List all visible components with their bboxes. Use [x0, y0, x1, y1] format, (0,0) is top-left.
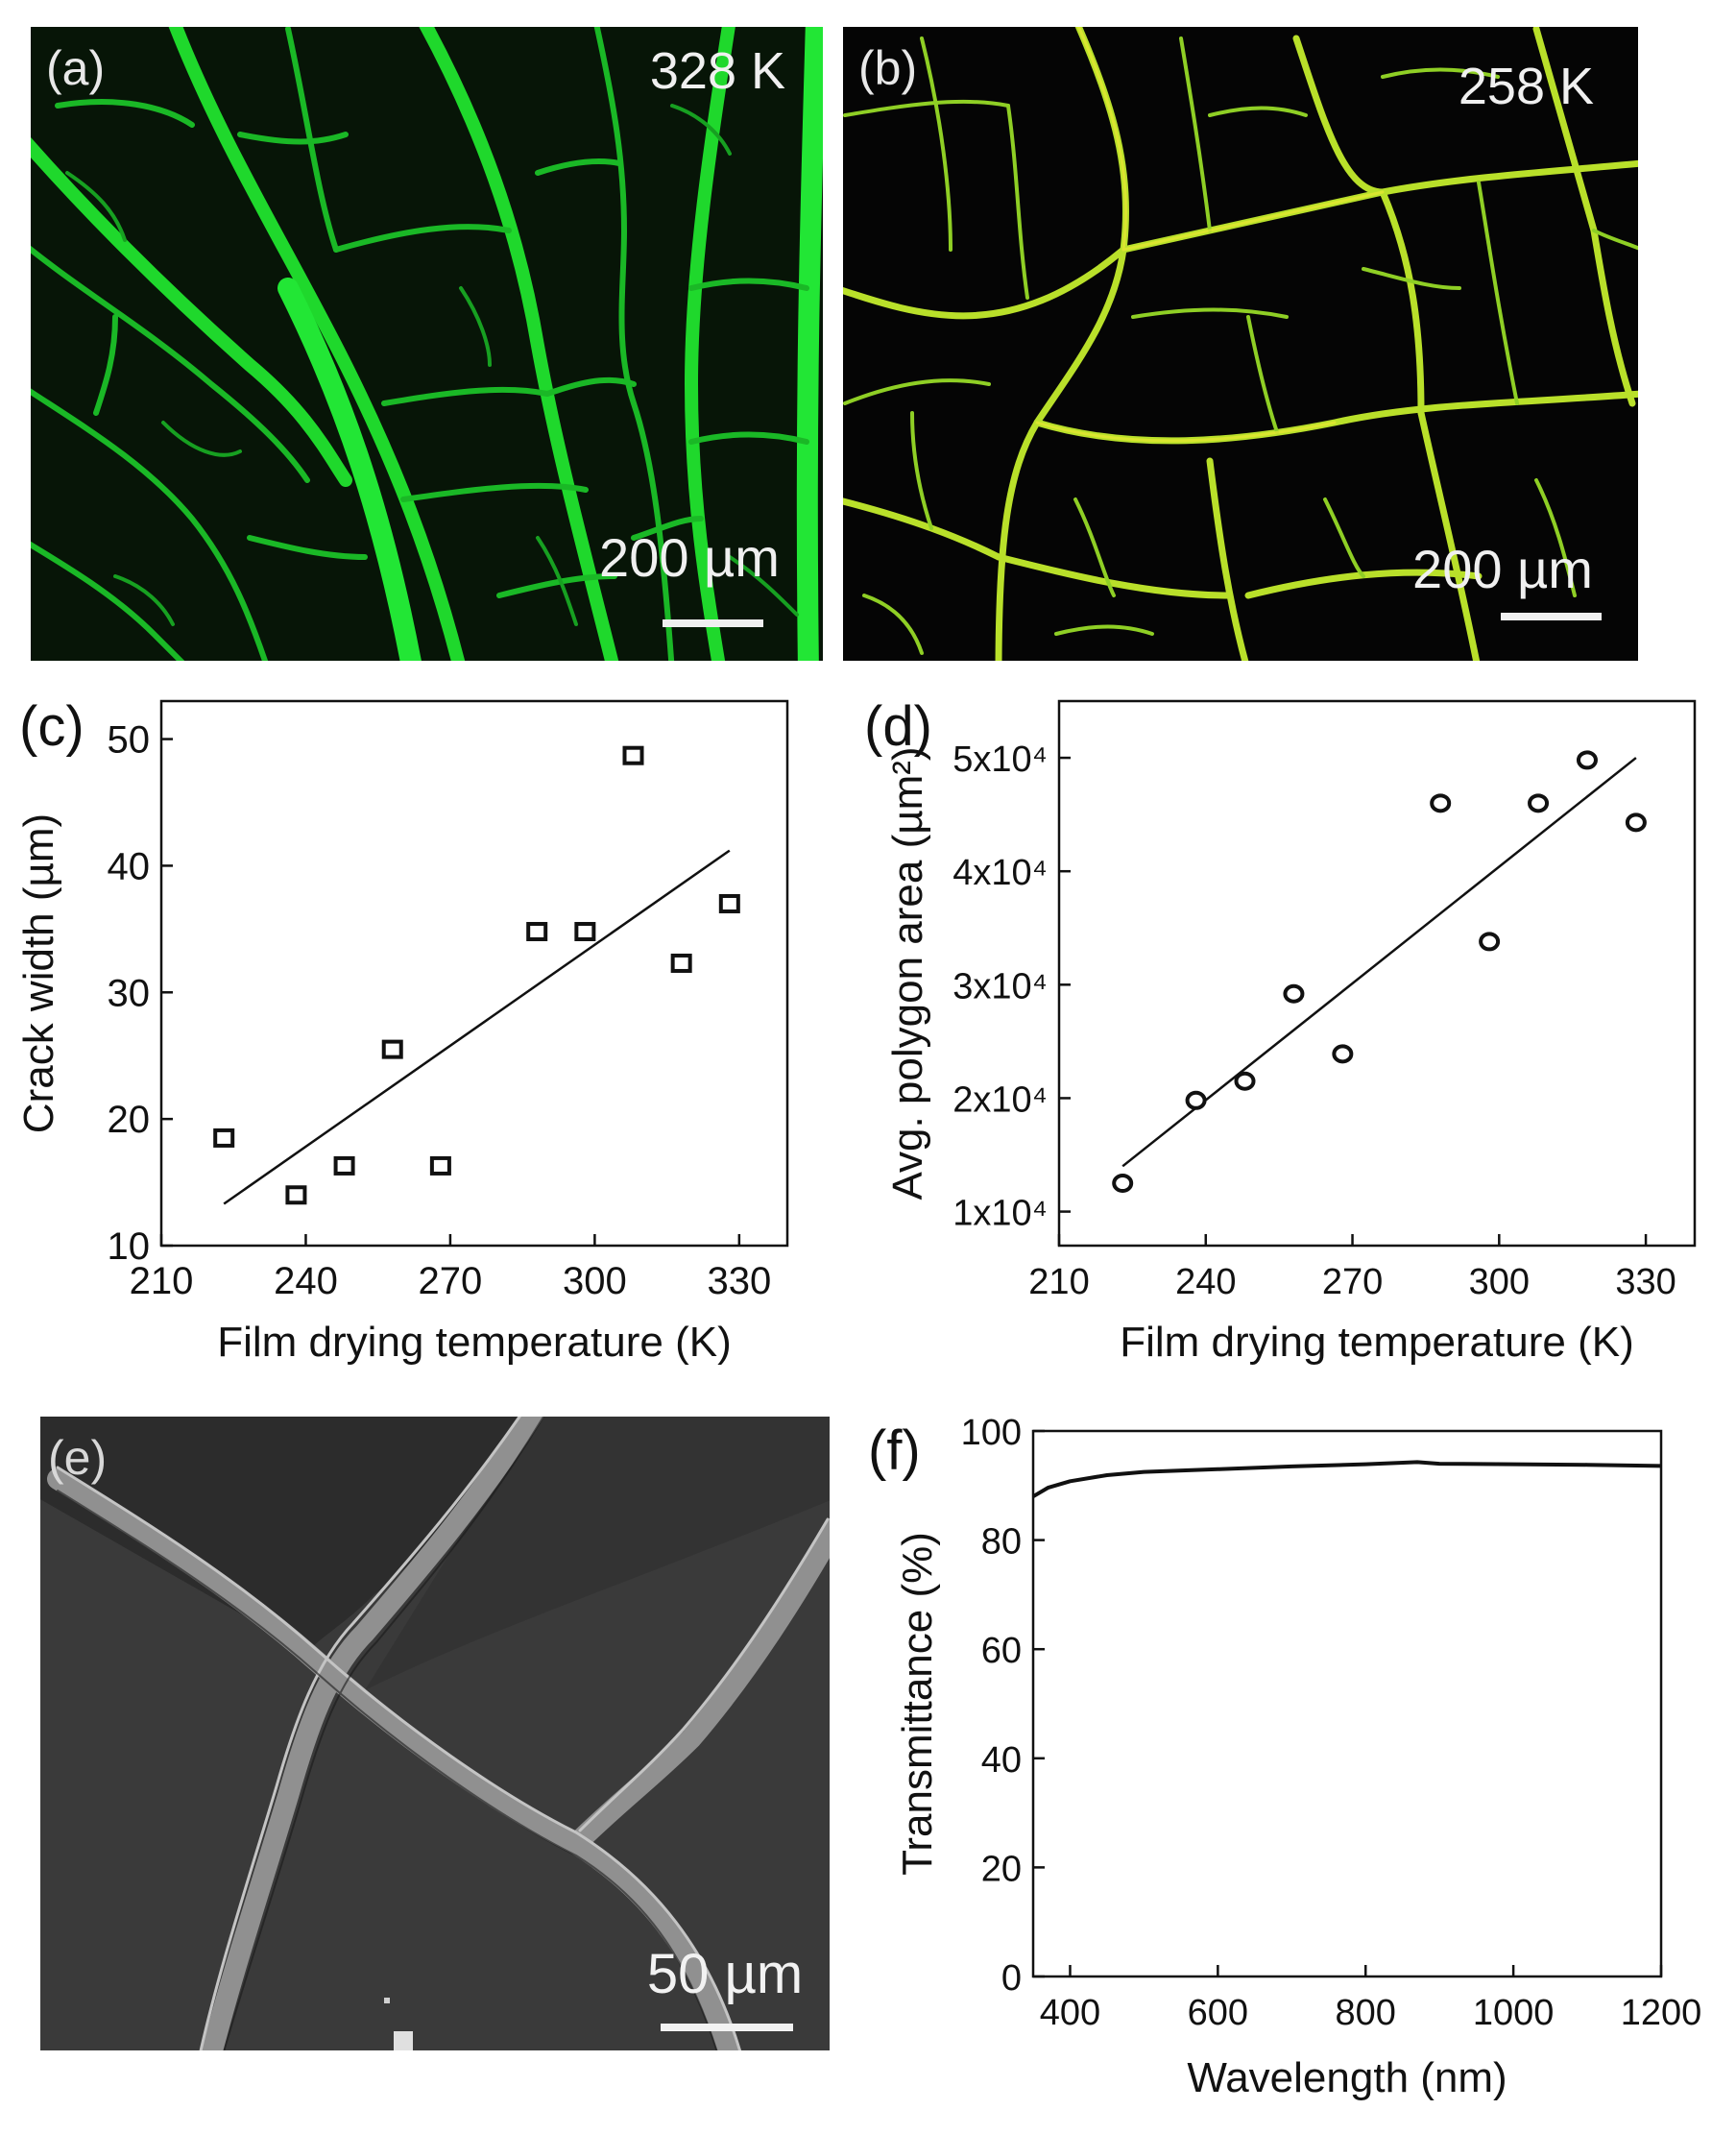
x-tick-label: 270	[1322, 1262, 1383, 1302]
data-point	[1112, 1174, 1134, 1194]
y-tick-label: 1x10⁴	[952, 1194, 1048, 1234]
y-tick-label: 2x10⁴	[952, 1079, 1048, 1120]
x-axis-label: Wavelength (nm)	[1187, 2054, 1507, 2101]
y-tick-label: 20	[981, 1849, 1022, 1889]
x-tick-label: 600	[1188, 1993, 1248, 2033]
data-point	[1576, 750, 1598, 770]
panel-e-cracks	[40, 1417, 830, 2050]
data-point	[1185, 1090, 1207, 1110]
chart-d-polygon-area: 210 240 270 300 330 1x10⁴ 2x10⁴ 3x10⁴ 4x10⁴ 5x10⁴…	[884, 699, 1697, 1366]
data-point	[670, 953, 692, 973]
panel-a-scalebar	[663, 619, 763, 627]
panel-b-scalebar-label: 200 µm	[1412, 539, 1593, 599]
data-point	[1528, 793, 1550, 813]
y-tick-label: 40	[108, 845, 151, 887]
plot-frame	[1031, 1429, 1663, 1978]
data-point	[1625, 812, 1647, 833]
data-point	[213, 1128, 235, 1148]
y-tick-label: 0	[1001, 1958, 1022, 1999]
y-axis-label: Avg. polygon area (µm²)	[884, 746, 931, 1200]
x-tick-label: 800	[1336, 1993, 1396, 2033]
panel-a-micrograph: (a) 328 K 200 µm	[31, 27, 823, 661]
data-point	[526, 921, 548, 941]
data-point	[622, 745, 644, 765]
y-tick-label: 20	[108, 1099, 151, 1141]
data-point	[574, 921, 596, 941]
panel-e-micrograph: (e) 50 µm	[40, 1417, 830, 2050]
panel-d-label: (d)	[864, 695, 932, 758]
x-tick-label: 210	[130, 1260, 194, 1302]
x-tick-label: 1000	[1473, 1993, 1555, 2033]
panel-a-label: (a)	[46, 41, 105, 95]
plot-frame	[1057, 699, 1697, 1248]
x-tick-label: 270	[419, 1260, 483, 1302]
panel-e-scalebar-label: 50 µm	[647, 1943, 803, 2005]
plot-frame	[159, 699, 789, 1248]
panel-b-micrograph: (b) 258 K 200 µm	[843, 27, 1638, 661]
panel-b-temperature: 258 K	[1459, 58, 1594, 115]
x-tick-label: 240	[274, 1260, 338, 1302]
data-point	[1332, 1044, 1354, 1064]
x-tick-label: 300	[1469, 1262, 1530, 1302]
x-tick-label: 330	[707, 1260, 771, 1302]
x-tick-label: 240	[1175, 1262, 1236, 1302]
y-axis-label: Crack width (µm)	[15, 813, 62, 1133]
data-point	[1479, 932, 1501, 952]
data-point	[1234, 1071, 1256, 1091]
panel-a-temperature: 328 K	[650, 42, 785, 100]
panel-a-cracks	[31, 27, 823, 661]
panel-b-label: (b)	[858, 41, 917, 95]
panel-a-scalebar-label: 200 µm	[599, 527, 780, 588]
chart-c-crack-width: 210 240 270 300 330 10 20 30 40 50 Film drying tem…	[15, 699, 789, 1366]
x-tick-label: 400	[1040, 1993, 1100, 2033]
x-tick-label: 1200	[1621, 1993, 1702, 2033]
chart-f-transmittance: 400 600 800 1000 1200 0 20 40 60 80 100 Wavelength …	[894, 1413, 1701, 2101]
data-point	[1430, 793, 1452, 813]
y-tick-label: 60	[981, 1631, 1022, 1671]
fit-line	[1121, 757, 1637, 1168]
panel-e-scalebar	[661, 2024, 793, 2031]
data-point	[1283, 983, 1305, 1004]
panel-f-label: (f)	[868, 1419, 921, 1482]
panel-e-label: (e)	[48, 1431, 107, 1485]
y-tick-label: 4x10⁴	[952, 853, 1048, 893]
series-line	[1031, 1460, 1662, 1498]
x-tick-label: 210	[1028, 1262, 1089, 1302]
panel-b-scalebar	[1501, 613, 1602, 620]
data-point	[429, 1155, 451, 1176]
data-point	[718, 893, 740, 913]
panel-c-label: (c)	[19, 695, 84, 758]
y-tick-label: 5x10⁴	[952, 740, 1048, 780]
x-tick-label: 330	[1615, 1262, 1676, 1302]
fit-line	[223, 849, 731, 1205]
y-tick-label: 30	[108, 972, 151, 1014]
data-point	[333, 1155, 355, 1176]
y-tick-label: 80	[981, 1522, 1022, 1563]
x-axis-label: Film drying temperature (K)	[217, 1319, 731, 1366]
data-point	[285, 1185, 307, 1205]
data-point	[381, 1039, 403, 1059]
y-tick-label: 50	[108, 719, 151, 762]
x-axis-label: Film drying temperature (K)	[1120, 1319, 1633, 1366]
y-tick-label: 100	[961, 1413, 1022, 1453]
y-axis-label: Transmittance (%)	[894, 1532, 941, 1876]
y-tick-label: 3x10⁴	[952, 966, 1048, 1006]
panel-b-cracks	[843, 27, 1638, 661]
y-tick-label: 10	[108, 1225, 151, 1268]
y-tick-label: 40	[981, 1740, 1022, 1781]
x-tick-label: 300	[563, 1260, 627, 1302]
